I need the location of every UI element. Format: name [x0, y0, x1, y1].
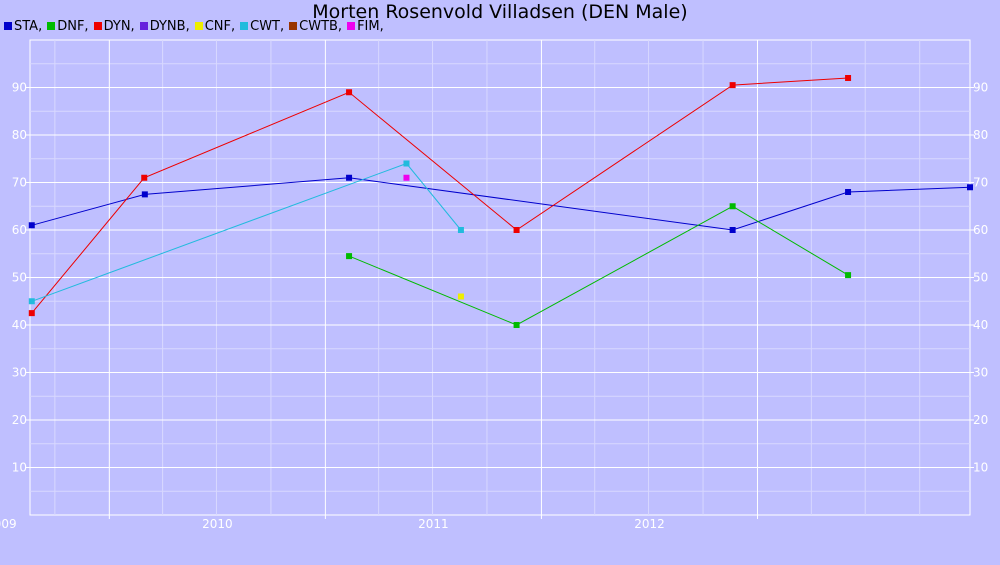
series-line-sta: [31, 177, 971, 231]
data-point-dyn: [513, 227, 520, 233]
data-point-dyn: [28, 310, 35, 317]
y-tick-label-left: 10: [12, 461, 27, 475]
y-tick-label-left: 90: [12, 81, 27, 95]
data-point-dyn: [729, 82, 736, 89]
x-tick-label: 2010: [202, 517, 233, 531]
data-point-sta: [141, 191, 148, 198]
legend-item: DYN,: [93, 19, 135, 35]
data-point-dnf: [513, 322, 520, 328]
legend-item: DYNB,: [139, 19, 190, 35]
chart-title: Morten Rosenvold Villadsen (DEN Male): [312, 1, 688, 23]
data-point-cnf: [457, 293, 464, 300]
legend-swatch: [93, 22, 102, 30]
legend-item: FIM,: [347, 19, 384, 35]
legend-item: STA,: [4, 19, 42, 35]
data-point-dyn: [845, 75, 852, 81]
data-point-sta: [346, 174, 353, 181]
legend-swatch: [240, 22, 249, 30]
legend-item: CWT,: [240, 19, 284, 35]
series-line-dyn: [31, 77, 849, 314]
data-point-dyn: [346, 89, 353, 96]
legend-swatch: [289, 22, 298, 30]
data-point-sta: [967, 184, 973, 191]
legend-label: DNF,: [57, 19, 89, 34]
y-tick-label-right: 80: [973, 128, 988, 142]
x-tick-label: 2012: [634, 517, 665, 531]
data-point-dyn: [141, 174, 148, 181]
legend-swatch: [4, 22, 12, 30]
legend-swatch: [139, 22, 148, 30]
data-point-dnf: [729, 203, 736, 210]
data-point-cwt: [403, 160, 410, 167]
y-tick-label-right: 30: [973, 366, 988, 380]
legend-swatch: [47, 22, 56, 30]
legend-item: CWTB,: [289, 19, 342, 35]
legend-label: DYN,: [103, 19, 135, 34]
legend-swatch: [194, 22, 203, 30]
data-point-sta: [729, 227, 736, 233]
data-point-fim: [403, 174, 410, 181]
y-tick-label-right: 40: [973, 318, 988, 332]
y-tick-label-right: 60: [973, 223, 988, 237]
legend: STA, DNF, DYN, DYNB, CNF, CWT, CWTB, FIM,: [4, 19, 389, 35]
legend-label: DYNB,: [149, 19, 190, 34]
legend-label: CNF,: [204, 19, 236, 34]
data-point-sta: [845, 189, 852, 195]
data-point-dnf: [346, 253, 353, 260]
y-tick-label-left: 20: [12, 413, 27, 427]
y-tick-label-left: 70: [12, 176, 27, 190]
data-point-sta: [28, 222, 35, 229]
x-tick-label: 2011: [418, 517, 449, 531]
y-tick-label-left: 60: [12, 223, 27, 237]
data-point-cwt: [28, 298, 35, 305]
y-tick-label-left: 40: [12, 318, 27, 332]
x-tick-label: 2009: [0, 517, 17, 531]
legend-item: DNF,: [47, 19, 89, 35]
legend-label: CWT,: [250, 19, 285, 34]
y-tick-label-right: 70: [973, 176, 988, 190]
y-tick-label-left: 50: [12, 271, 27, 285]
legend-label: CWTB,: [299, 19, 343, 34]
legend-swatch: [347, 22, 356, 30]
legend-label: STA,: [14, 19, 43, 34]
series-line-dnf: [348, 205, 849, 326]
data-point-dnf: [845, 272, 852, 279]
y-tick-label-left: 30: [12, 366, 27, 380]
legend-item: CNF,: [194, 19, 236, 35]
y-tick-label-right: 10: [973, 461, 988, 475]
y-tick-label-right: 20: [973, 413, 988, 427]
y-tick-label-left: 80: [12, 128, 27, 142]
data-point-cwt: [457, 227, 464, 233]
legend-label: FIM,: [357, 19, 384, 34]
y-tick-label-right: 50: [973, 271, 988, 285]
y-tick-label-right: 90: [973, 81, 988, 95]
